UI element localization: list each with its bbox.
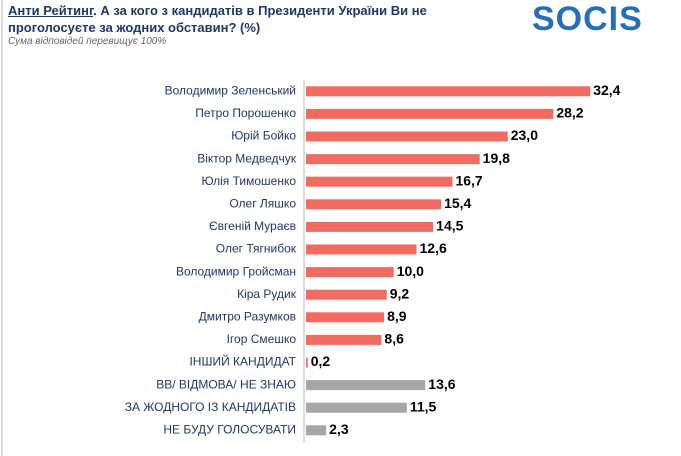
value-label: 19,8 xyxy=(483,150,510,166)
value-label: 16,7 xyxy=(455,172,482,188)
bar xyxy=(306,244,417,255)
category-label: Юрій Бойко xyxy=(231,129,296,143)
value-label: 0,2 xyxy=(311,353,331,369)
category-label: Дмитро Разумков xyxy=(199,309,296,323)
category-label: ІНШИЙ КАНДИДАТ xyxy=(189,354,296,369)
title-highlight: Анти Рейтинг xyxy=(8,3,94,18)
value-label: 10,0 xyxy=(397,263,424,279)
category-label: ЗА ЖОДНОГО ІЗ КАНДИДАТІВ xyxy=(125,400,296,414)
title-text: . А за кого з кандидатів в Президенти Ук… xyxy=(8,3,427,35)
category-label: Юлія Тимошенко xyxy=(202,174,297,188)
value-label: 13,6 xyxy=(428,376,455,392)
chart-subtitle: Сума відповідей перевищує 100% xyxy=(8,36,167,47)
value-label: 11,5 xyxy=(410,398,437,414)
value-label: 12,6 xyxy=(420,240,447,256)
bar xyxy=(306,176,453,187)
value-label: 9,2 xyxy=(390,285,410,301)
bar xyxy=(306,267,394,278)
bar xyxy=(306,312,385,323)
bar xyxy=(306,289,387,300)
chart-title: Анти Рейтинг. А за кого з кандидатів в П… xyxy=(8,2,468,36)
bar xyxy=(306,425,327,436)
bar xyxy=(306,108,554,119)
category-label: Петро Порошенко xyxy=(195,106,296,120)
category-label: Володимир Гройсман xyxy=(176,264,296,278)
category-label: Віктор Медведчук xyxy=(197,151,297,165)
value-label: 15,4 xyxy=(444,195,471,211)
category-label: Євгеній Мураєв xyxy=(209,219,296,233)
category-label: Ігор Смешко xyxy=(227,332,297,346)
bar xyxy=(306,380,426,391)
category-label: Олег Тягнибок xyxy=(216,242,297,256)
value-label: 2,3 xyxy=(329,421,349,437)
category-label: ВВ/ ВІДМОВА/ НЕ ЗНАЮ xyxy=(156,377,296,391)
value-label: 14,5 xyxy=(436,218,463,234)
category-label: Олег Ляшко xyxy=(229,196,296,210)
category-label: Володимир Зеленський xyxy=(165,83,296,97)
bar xyxy=(306,221,434,232)
bar xyxy=(306,334,382,345)
bar xyxy=(306,357,308,368)
bar xyxy=(306,199,442,210)
value-label: 23,0 xyxy=(511,127,538,143)
category-label: НЕ БУДУ ГОЛОСУВАТИ xyxy=(163,422,296,436)
value-label: 32,4 xyxy=(593,82,620,98)
value-label: 8,9 xyxy=(387,308,407,324)
logo: SOCIS xyxy=(532,0,643,38)
value-label: 28,2 xyxy=(556,105,583,121)
bar xyxy=(306,86,591,97)
bar xyxy=(306,131,508,142)
bar xyxy=(306,154,480,165)
category-label: Кіра Рудик xyxy=(237,287,297,301)
value-label: 8,6 xyxy=(384,331,404,347)
bar xyxy=(306,402,407,413)
